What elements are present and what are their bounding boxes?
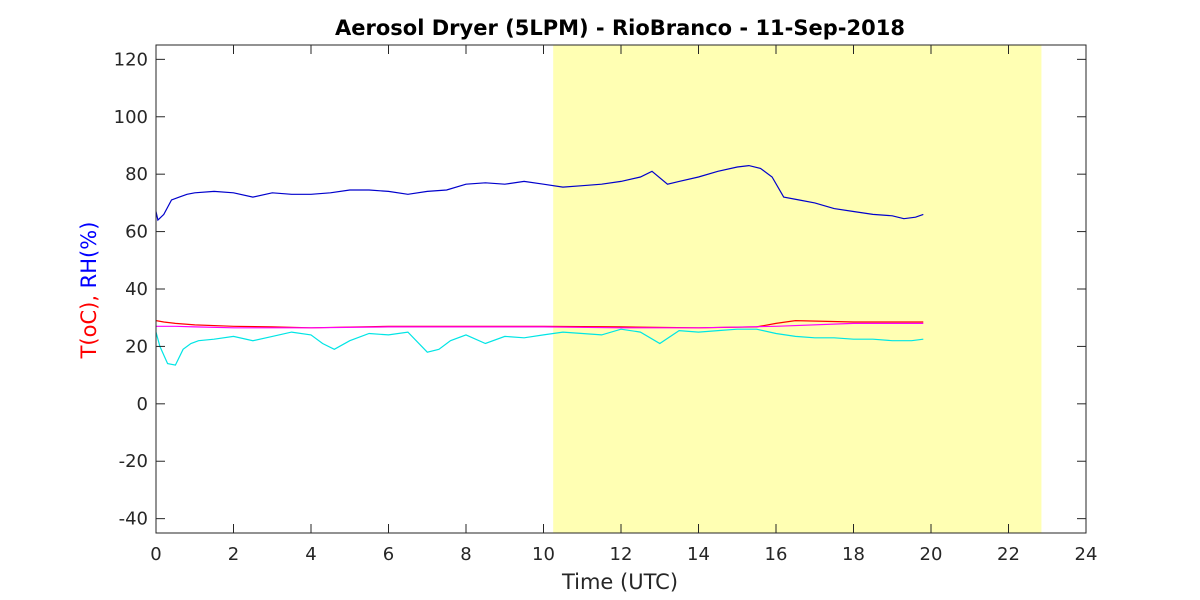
- y-tick-label: 80: [125, 164, 148, 185]
- series-line-1: [156, 164, 924, 222]
- series-line-3: [156, 322, 924, 329]
- x-tick-label: 16: [765, 544, 788, 565]
- y-tick-label: 20: [125, 336, 148, 357]
- x-tick-label: 4: [305, 544, 316, 565]
- night-shade-band: [553, 45, 1042, 533]
- x-tick-label: 2: [228, 544, 239, 565]
- y-tick-label: 120: [114, 49, 148, 70]
- y-axis-title: T(oC), RH(%): [77, 222, 101, 360]
- x-tick-label: 0: [150, 544, 161, 565]
- x-axis-title: Time (UTC): [561, 570, 678, 594]
- x-tick-label: 24: [1075, 544, 1098, 565]
- x-tick-label: 22: [997, 544, 1020, 565]
- plot-area: [156, 45, 1042, 533]
- x-tick-label: 6: [383, 544, 394, 565]
- x-tick-label: 12: [610, 544, 633, 565]
- y-tick-label: -20: [119, 451, 148, 472]
- chart-title: Aerosol Dryer (5LPM) - RioBranco - 11-Se…: [335, 16, 905, 40]
- series-line-4: [156, 328, 924, 366]
- x-tick-label: 18: [842, 544, 865, 565]
- y-tick-label: 60: [125, 222, 148, 243]
- axes: 0 2 4 6 8 10 12 14 16 18 20 22 24-40-200204060801001…: [114, 44, 1098, 565]
- y-tick-label: -40: [119, 509, 148, 530]
- y-axis-title-part-2: RH(%): [77, 222, 101, 295]
- x-tick-label: 10: [532, 544, 555, 565]
- y-tick-label: 100: [114, 107, 148, 128]
- y-axis-title-part-1: T(oC),: [77, 295, 101, 359]
- x-tick-label: 14: [687, 544, 710, 565]
- x-tick-label: 20: [920, 544, 943, 565]
- x-tick-label: 8: [460, 544, 471, 565]
- y-tick-label: 0: [137, 394, 148, 415]
- y-tick-label: 40: [125, 279, 148, 300]
